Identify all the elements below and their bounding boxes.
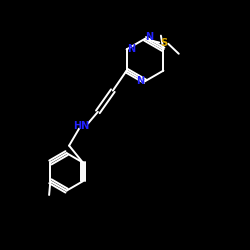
Text: N: N [127, 44, 135, 54]
Text: S: S [160, 38, 167, 48]
Text: N: N [136, 76, 144, 86]
Text: N: N [146, 32, 154, 42]
Text: HN: HN [74, 121, 90, 130]
